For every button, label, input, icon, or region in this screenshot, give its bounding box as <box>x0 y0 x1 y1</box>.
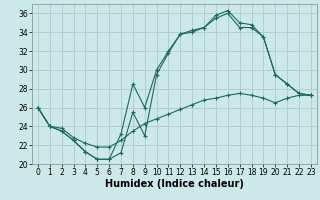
X-axis label: Humidex (Indice chaleur): Humidex (Indice chaleur) <box>105 179 244 189</box>
